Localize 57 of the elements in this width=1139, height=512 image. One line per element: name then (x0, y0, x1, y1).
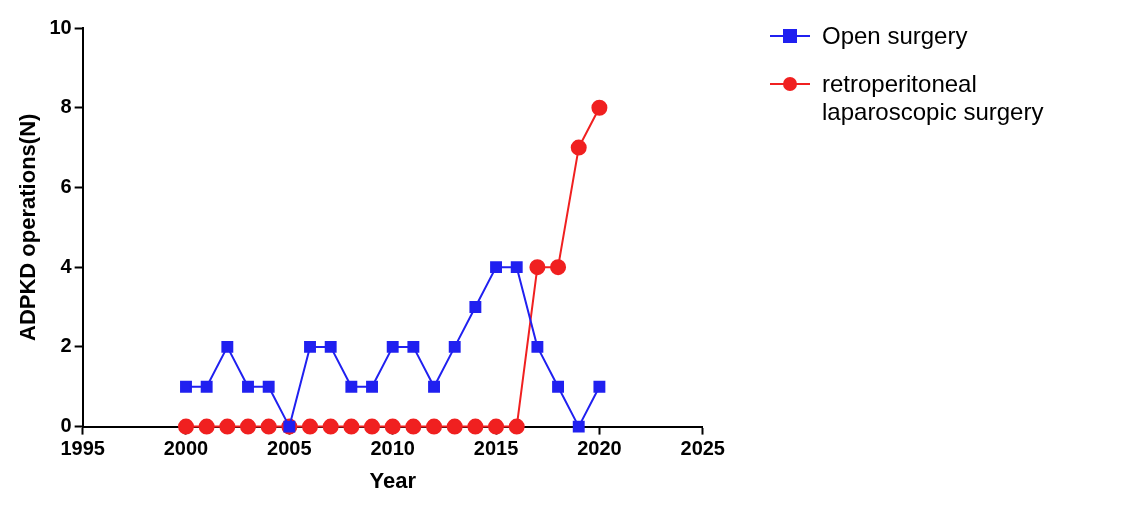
point (386, 340, 399, 353)
point (469, 301, 482, 313)
point (322, 418, 339, 435)
point (178, 418, 194, 435)
point (366, 380, 378, 393)
point (448, 340, 461, 353)
legend-label: Open surgery (822, 22, 969, 50)
point (260, 418, 277, 435)
point (572, 420, 585, 433)
point (242, 380, 254, 393)
point (384, 418, 401, 435)
point (531, 340, 544, 353)
point (550, 259, 567, 276)
y-tick-label: 10 (49, 15, 72, 38)
point (407, 340, 420, 353)
point (426, 418, 443, 435)
point (219, 418, 236, 435)
point (593, 380, 606, 393)
y-tick-label: 8 (60, 95, 72, 118)
point (446, 418, 463, 435)
point (490, 261, 502, 274)
point (198, 418, 215, 435)
point (345, 380, 358, 393)
point (591, 99, 608, 116)
point (428, 380, 440, 393)
point (180, 380, 192, 393)
point (200, 380, 213, 393)
point (552, 380, 565, 393)
x-tick-label: 2015 (473, 437, 519, 460)
point (467, 418, 484, 435)
y-tick-label: 6 (60, 174, 72, 197)
point (364, 418, 381, 435)
x-tick-label: 1995 (60, 437, 105, 460)
point (488, 418, 505, 435)
legend-label: retroperitoneal laparoscopic surgery (822, 70, 1045, 126)
point (508, 418, 525, 435)
y-tick-label: 0 (60, 414, 72, 437)
x-tick-label: 2020 (577, 437, 622, 460)
point (405, 418, 422, 435)
y-tick-label: 4 (60, 254, 73, 277)
x-tick-label: 2005 (267, 437, 312, 460)
x-tick-label: 2000 (163, 437, 209, 460)
point (240, 418, 257, 435)
point (570, 139, 587, 156)
x-axis-title: Year (369, 467, 417, 493)
x-tick-label: 2025 (680, 437, 725, 460)
y-tick-label: 2 (60, 334, 72, 357)
y-axis-title: ADPKD operations(N) (15, 113, 41, 341)
point (324, 340, 337, 353)
point (221, 340, 234, 353)
point (304, 340, 316, 353)
point (302, 418, 319, 435)
point (529, 259, 546, 276)
point (510, 261, 523, 274)
point (343, 418, 360, 435)
x-tick-label: 2010 (370, 437, 415, 460)
point (262, 380, 275, 393)
